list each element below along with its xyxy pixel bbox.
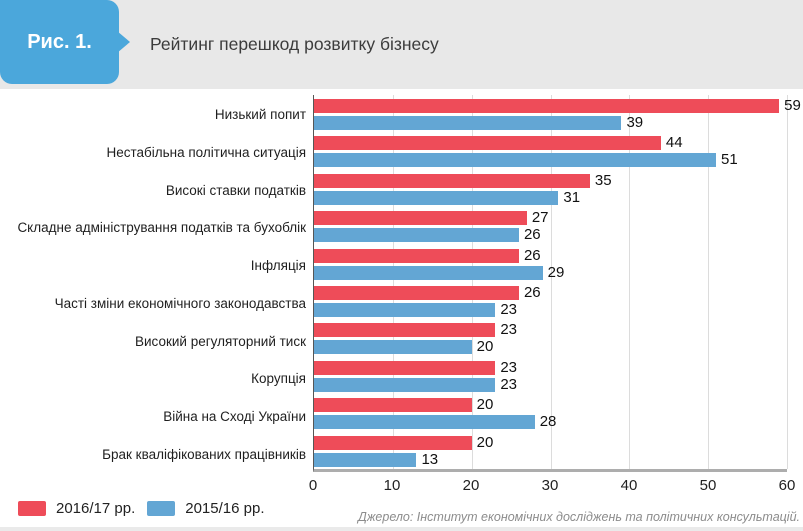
bar-blue — [314, 228, 519, 243]
category-labels: Низький попит Нестабільна політична ситуа… — [0, 95, 306, 472]
gridline — [787, 95, 788, 469]
x-axis-ticks: 0 10 20 30 40 50 60 — [309, 477, 796, 495]
x-tick-label: 60 — [778, 477, 796, 494]
bar-value-label: 28 — [539, 413, 557, 431]
bar-red — [314, 286, 519, 300]
bar-value-label: 23 — [500, 375, 517, 393]
legend-label: 2016/17 рр. — [56, 500, 136, 517]
legend-item: 2016/17 рр. — [18, 500, 135, 517]
bar-group: 26 29 — [314, 245, 787, 282]
bar-group: 23 20 — [314, 319, 787, 356]
bar-blue — [314, 415, 535, 430]
category-label: Високі ставки податків — [165, 182, 306, 198]
bar-blue — [314, 303, 496, 317]
bar-value-label: 23 — [500, 358, 517, 376]
bar-red — [314, 360, 496, 375]
bar-value-label: 29 — [547, 263, 565, 281]
bar-blue — [314, 452, 417, 467]
bar-value-label: 20 — [476, 338, 494, 356]
bar-red — [314, 248, 519, 263]
bar-group: 20 13 — [314, 432, 787, 469]
category-label: Інфляція — [250, 258, 306, 274]
bar-value-label: 20 — [476, 396, 494, 414]
bar-red — [314, 173, 590, 188]
bar-group: 35 31 — [314, 170, 787, 207]
bar-red — [314, 435, 472, 450]
bar-group: 27 26 — [314, 207, 787, 244]
x-tick-label: 10 — [383, 477, 401, 494]
x-tick-label: 0 — [308, 477, 318, 494]
category-label: Брак кваліфікованих працівників — [102, 446, 306, 462]
legend-label: 2015/16 рр. — [185, 500, 265, 517]
bar-blue — [314, 116, 622, 130]
figure-number-badge: Рис. 1. — [0, 0, 119, 84]
x-tick-label: 30 — [541, 477, 559, 494]
category-label: Війна на Сході України — [163, 408, 306, 424]
x-tick-label: 20 — [462, 477, 480, 494]
bar-value-label: 26 — [523, 284, 541, 301]
gridline — [629, 95, 631, 469]
x-tick-label: 40 — [620, 477, 638, 494]
plot-area: 59 39 44 51 35 31 27 26 26 29 26 23 23 20 23 23 20 28 20 13 — [313, 95, 801, 472]
bottom-strip — [0, 527, 803, 531]
bar-blue — [314, 190, 559, 205]
bar-red — [314, 99, 780, 113]
category-label: Корупція — [251, 371, 306, 387]
bar-value-label: 13 — [421, 450, 439, 468]
bar-value-label: 20 — [476, 433, 494, 451]
bar-value-label: 31 — [563, 188, 581, 206]
bar-group: 20 28 — [314, 394, 787, 431]
bar-red — [314, 136, 661, 151]
bar-value-label: 44 — [665, 134, 683, 152]
bar-value-label: 27 — [531, 209, 549, 227]
figure-header: Рис. 1. Рейтинг перешкод розвитку бізнес… — [0, 0, 803, 89]
source-note: Джерело: Інститут економічних досліджень… — [358, 510, 800, 524]
bar-value-label: 26 — [523, 246, 541, 264]
bar-blue — [314, 377, 496, 392]
bar-value-label: 23 — [500, 321, 517, 339]
bar-value-label: 23 — [500, 301, 517, 318]
bar-group: 26 23 — [314, 282, 787, 319]
bar-value-label: 26 — [523, 226, 541, 244]
bar-value-label: 39 — [626, 114, 644, 131]
bar-red — [314, 323, 496, 338]
bar-group: 23 23 — [314, 357, 787, 394]
bar-value-label: 59 — [784, 97, 801, 114]
category-label: Часті зміни економічного законодавства — [54, 295, 306, 311]
chart-legend: 2016/17 рр. 2015/16 рр. — [18, 500, 265, 517]
figure-title: Рейтинг перешкод розвитку бізнесу — [150, 34, 439, 54]
legend-item: 2015/16 рр. — [147, 500, 265, 517]
gridline — [550, 95, 552, 469]
gridline — [471, 95, 473, 469]
figure-number-label: Рис. 1. — [27, 30, 92, 53]
bar-red — [314, 211, 527, 226]
category-label: Нестабільна політична ситуація — [106, 145, 306, 161]
bar-group: 59 39 — [314, 95, 801, 132]
bar-blue — [314, 340, 472, 355]
gridline — [392, 95, 394, 469]
badge-arrow-icon — [117, 31, 130, 53]
x-tick-label: 50 — [699, 477, 717, 494]
bar-red — [314, 398, 472, 413]
category-label: Високий регуляторний тиск — [135, 333, 306, 349]
bar-value-label: 51 — [721, 151, 738, 169]
category-label: Складне адміністрування податків та бухо… — [17, 220, 306, 236]
bar-group: 44 51 — [314, 132, 787, 169]
bar-value-label: 35 — [594, 171, 612, 189]
legend-swatch — [18, 501, 46, 516]
gridline — [708, 95, 710, 469]
category-label: Низький попит — [214, 107, 306, 123]
bar-blue — [314, 153, 717, 168]
bar-blue — [314, 265, 543, 280]
legend-swatch — [147, 501, 176, 516]
